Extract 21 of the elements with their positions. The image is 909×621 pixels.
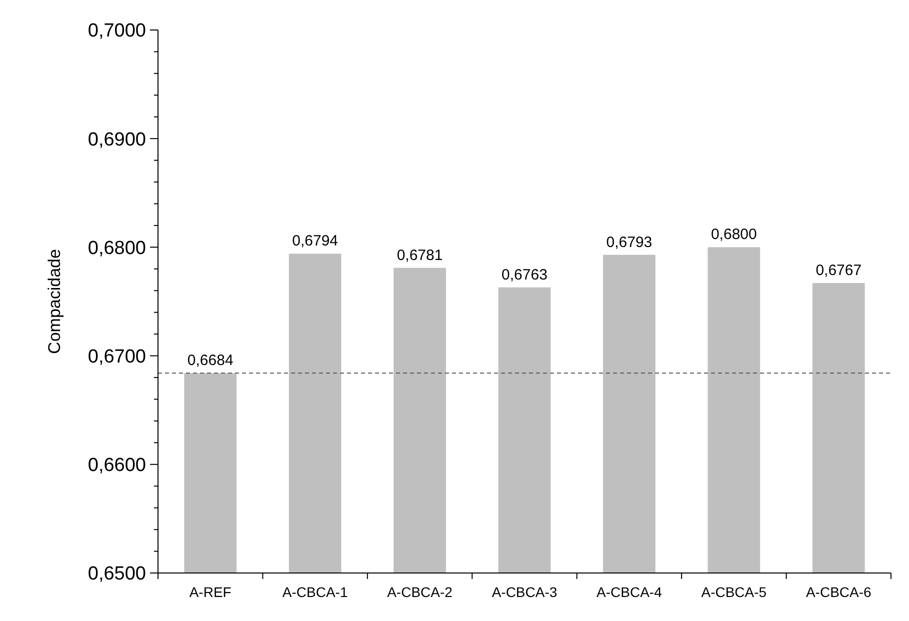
x-tick-label: A-CBCA-6 — [806, 584, 872, 600]
data-label: 0,6781 — [396, 246, 443, 264]
data-label: 0,6793 — [606, 234, 652, 251]
y-tick-label: 0,6500 — [88, 564, 146, 585]
y-axis-title: Compacidade — [45, 249, 64, 354]
data-label: 0,6794 — [292, 232, 338, 250]
x-tick-label: A-CBCA-2 — [387, 584, 453, 600]
x-tick-label: A-CBCA-3 — [492, 584, 558, 600]
y-tick-label: 0,6900 — [88, 129, 146, 150]
data-label: 0,6767 — [816, 262, 862, 280]
x-tick-label: A-REF — [189, 584, 232, 600]
x-tick-label: A-CBCA-4 — [596, 584, 662, 600]
y-tick-label: 0,6600 — [88, 455, 146, 476]
data-label: 0,6763 — [502, 266, 548, 284]
data-label: 0,6800 — [710, 226, 757, 244]
x-tick-label: A-CBCA-1 — [282, 584, 348, 600]
y-tick-label: 0,7000 — [88, 20, 146, 42]
y-tick-label: 0,6700 — [88, 346, 146, 368]
y-tick-label: 0,6800 — [88, 238, 146, 259]
x-tick-label: A-CBCA-5 — [701, 584, 767, 600]
data-label: 0,6684 — [187, 352, 234, 370]
